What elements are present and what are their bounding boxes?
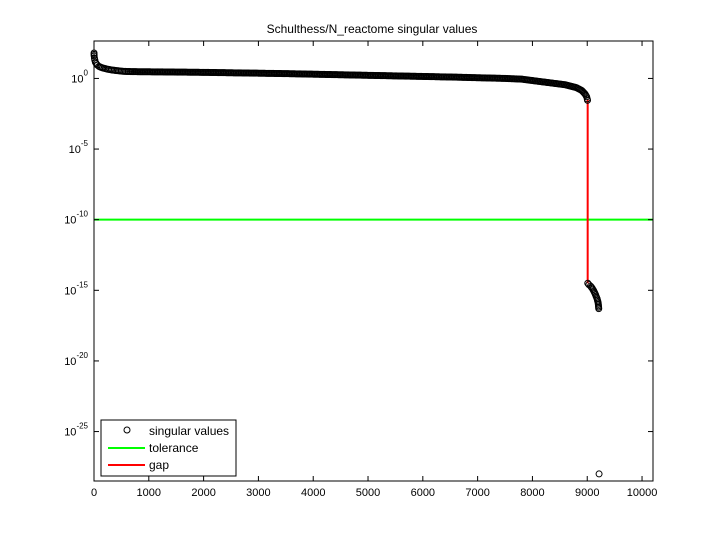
y-tick-label: 10-20 [64,351,88,368]
x-tick-label: 2000 [191,487,215,499]
plot-area [90,49,653,478]
x-tick-label: 1000 [137,487,161,499]
y-tick-label: 10-25 [64,422,88,439]
singular-value-point [595,470,603,478]
x-tick-label: 4000 [301,487,325,499]
y-tick-label: 100 [71,68,88,85]
y-tick-label: 10-15 [64,280,88,297]
x-tick-label: 9000 [575,487,599,499]
y-tick-label: 10-10 [64,210,88,227]
singular-value-point [584,96,592,104]
axes: 0 1000 2000 3000 4000 5000 6000 7000 8000 9000 100… [64,40,658,499]
x-tick-label: 8000 [520,487,544,499]
legend: singular values tolerance gap [100,419,237,477]
axes-frame [93,40,654,482]
legend-marker-singular-values [123,426,131,434]
y-tick-label: 10-5 [69,139,89,156]
chart-title: Schulthess/N_reactome singular values [267,22,478,36]
singular-value-point [587,282,595,290]
legend-label: gap [149,458,169,472]
x-tick-label: 0 [91,487,97,499]
x-tick-label: 5000 [356,487,380,499]
legend-label: singular values [149,424,229,438]
legend-label: tolerance [149,441,199,455]
x-tick-label: 7000 [465,487,489,499]
x-tick-label: 6000 [411,487,435,499]
singular-value-point [595,305,603,313]
x-tick-label: 3000 [246,487,270,499]
singular-value-point [582,91,590,99]
x-tick-label: 10000 [627,487,658,499]
